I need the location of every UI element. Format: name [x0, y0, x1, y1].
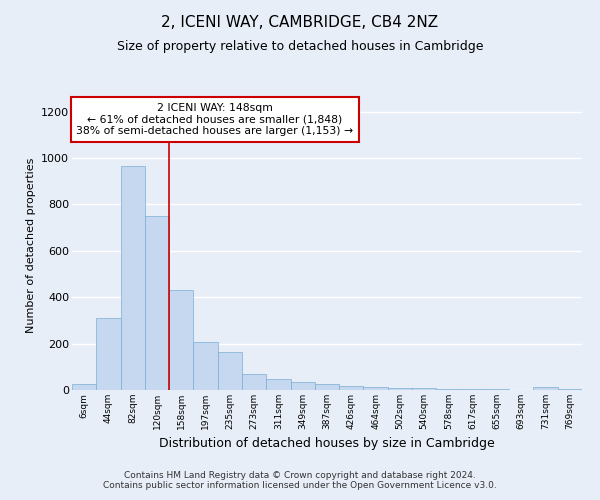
- Bar: [339, 386, 364, 390]
- Bar: [266, 379, 290, 390]
- Bar: [193, 342, 218, 390]
- X-axis label: Distribution of detached houses by size in Cambridge: Distribution of detached houses by size …: [159, 438, 495, 450]
- Bar: [72, 384, 96, 390]
- Bar: [96, 318, 121, 390]
- Bar: [121, 166, 145, 390]
- Bar: [436, 389, 461, 390]
- Text: 2, ICENI WAY, CAMBRIDGE, CB4 2NZ: 2, ICENI WAY, CAMBRIDGE, CB4 2NZ: [161, 15, 439, 30]
- Bar: [388, 388, 412, 390]
- Y-axis label: Number of detached properties: Number of detached properties: [26, 158, 35, 332]
- Bar: [242, 374, 266, 390]
- Bar: [533, 387, 558, 390]
- Bar: [145, 216, 169, 390]
- Text: Size of property relative to detached houses in Cambridge: Size of property relative to detached ho…: [117, 40, 483, 53]
- Bar: [218, 352, 242, 390]
- Bar: [364, 387, 388, 390]
- Text: 2 ICENI WAY: 148sqm
← 61% of detached houses are smaller (1,848)
38% of semi-det: 2 ICENI WAY: 148sqm ← 61% of detached ho…: [76, 103, 353, 136]
- Text: Contains HM Land Registry data © Crown copyright and database right 2024.
Contai: Contains HM Land Registry data © Crown c…: [103, 470, 497, 490]
- Bar: [315, 384, 339, 390]
- Bar: [290, 382, 315, 390]
- Bar: [169, 290, 193, 390]
- Bar: [412, 388, 436, 390]
